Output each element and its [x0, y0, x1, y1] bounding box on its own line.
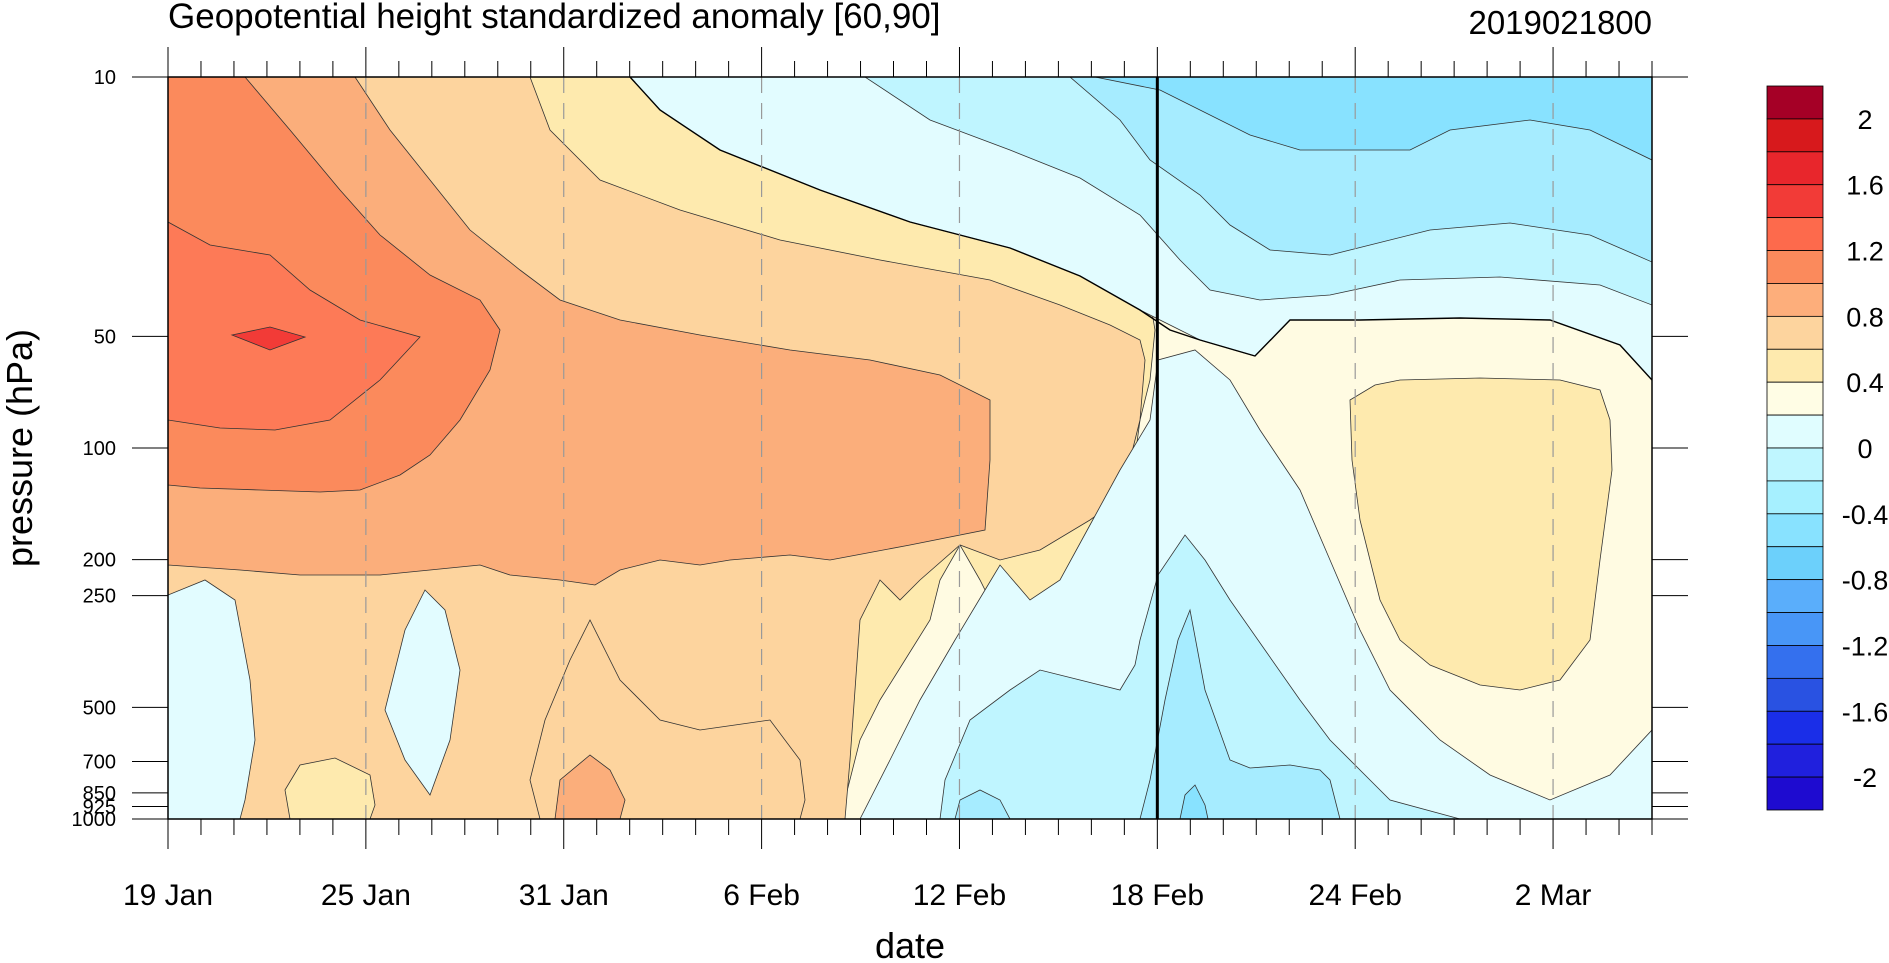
x-tick-label: 18 Feb	[1111, 879, 1204, 912]
colorbar-label: -0.4	[1842, 500, 1889, 530]
colorbar-label: 0	[1857, 434, 1872, 464]
colorbar-swatch	[1766, 579, 1824, 613]
contour-line-zero	[629, 77, 1652, 381]
colorbar: 2 1.6 1.2 0.8 0.4 0 -0.4 -0.8 -1.2 -1.6 -2	[1766, 85, 1889, 811]
y-tick-label: 925	[83, 796, 116, 818]
colorbar-swatch	[1766, 217, 1824, 251]
contour-region-neg-lr3	[954, 789, 1011, 819]
colorbar-swatch	[1766, 414, 1824, 449]
colorbar-swatch	[1766, 480, 1824, 515]
x-tick-label: 2 Mar	[1515, 879, 1592, 912]
contour-region-pos-lower2	[554, 754, 626, 819]
colorbar-label: -1.2	[1842, 631, 1889, 661]
colorbar-swatch	[1766, 513, 1824, 548]
colorbar-swatch	[1766, 151, 1824, 186]
colorbar-label: -2	[1853, 763, 1877, 793]
colorbar-swatch	[1766, 85, 1824, 120]
x-tick-label: 12 Feb	[913, 879, 1006, 912]
chart-timestamp: 2019021800	[1468, 4, 1652, 41]
y-tick-label: 1000	[72, 809, 117, 831]
colorbar-swatch	[1766, 612, 1824, 646]
x-tick-label: 25 Jan	[321, 879, 411, 912]
contour-region-neg-ll1	[168, 579, 256, 819]
contour-region-neg-08	[1094, 77, 1652, 161]
colorbar-label: 0.4	[1846, 368, 1884, 398]
x-tick-label: 24 Feb	[1308, 879, 1401, 912]
colorbar-swatch	[1766, 546, 1824, 581]
y-tick-label: 700	[83, 752, 116, 774]
y-tick-label: 200	[83, 550, 116, 572]
colorbar-swatch	[1766, 348, 1824, 383]
y-tick-label: 50	[94, 326, 116, 348]
y-axis-label: pressure (hPa)	[0, 329, 40, 567]
contour-region-pos-10	[168, 221, 421, 431]
contour-region-neg-ll2	[384, 589, 461, 796]
contour-region-neg-lr4	[1139, 608, 1341, 819]
colorbar-swatch	[1766, 184, 1824, 219]
colorbar-swatch	[1766, 381, 1824, 416]
colorbar-swatch	[1766, 710, 1824, 745]
x-tick-label: 19 Jan	[123, 879, 213, 912]
colorbar-swatch	[1766, 776, 1824, 811]
colorbar-swatch	[1766, 118, 1824, 153]
x-tick-label: 6 Feb	[723, 879, 800, 912]
contour-region-pos-14	[230, 326, 307, 351]
contour-region-neg-lr5	[1179, 784, 1209, 819]
colorbar-label: 2	[1857, 105, 1872, 135]
contour-fills	[168, 77, 1652, 819]
colorbar-swatch	[1766, 677, 1824, 712]
colorbar-swatch	[1766, 315, 1824, 350]
colorbar-label: 0.8	[1846, 302, 1884, 332]
y-tick-label: 10	[94, 67, 116, 89]
chart-title: Geopotential height standardized anomaly…	[168, 0, 940, 36]
contour-region-pos-right	[1349, 377, 1613, 691]
colorbar-swatch	[1766, 447, 1824, 482]
colorbar-label: 1.2	[1846, 237, 1884, 267]
colorbar-label: -0.8	[1842, 566, 1889, 596]
contour-region-pos-lower3	[284, 757, 376, 819]
colorbar-swatch	[1766, 283, 1824, 317]
y-tick-label: 250	[83, 586, 116, 608]
y-tick-label: 500	[83, 697, 116, 719]
y-tick-label: 100	[83, 438, 116, 460]
colorbar-label: 1.6	[1846, 171, 1884, 201]
colorbar-swatch	[1766, 743, 1824, 778]
colorbar-label: -1.6	[1842, 697, 1889, 727]
x-axis: 19 Jan 25 Jan 31 Jan 6 Feb 12 Feb 18 Feb 24 Fe…	[123, 47, 1653, 912]
x-axis-label: date	[875, 925, 945, 963]
x-tick-label: 31 Jan	[519, 879, 609, 912]
colorbar-swatch	[1766, 250, 1824, 284]
colorbar-swatch	[1766, 645, 1824, 679]
date-gridlines	[365, 77, 1554, 819]
y-tick-label: 850	[83, 783, 116, 805]
